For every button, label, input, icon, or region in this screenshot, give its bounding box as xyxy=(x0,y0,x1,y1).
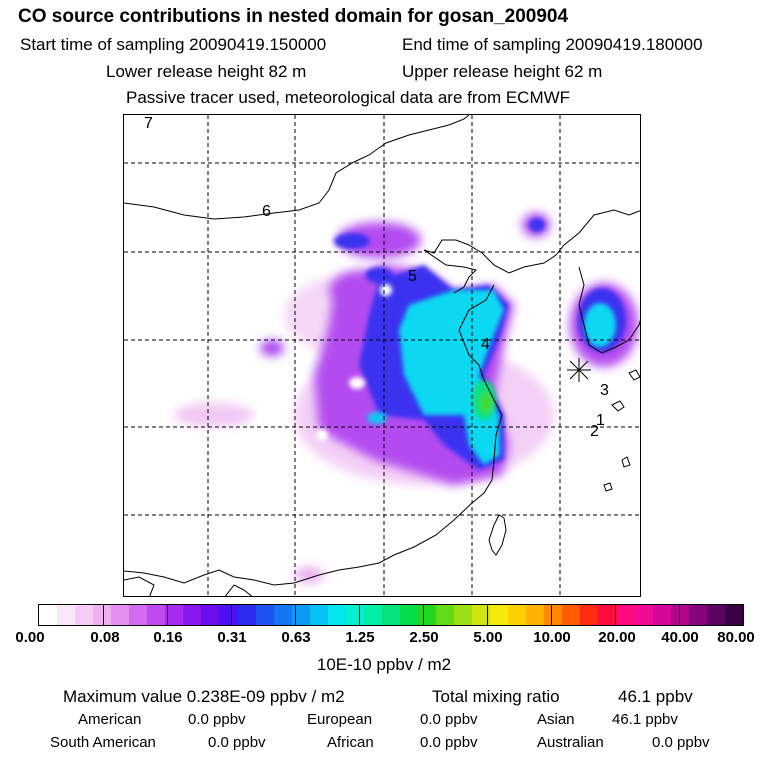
colorbar-swatch xyxy=(724,605,743,625)
total-mixing-value: 46.1 ppbv xyxy=(618,687,693,706)
region-value-asian: 46.1 ppbv xyxy=(612,711,678,728)
trajectory-marker-6: 6 xyxy=(262,203,271,220)
region-name-asian: Asian xyxy=(537,711,575,728)
region-value-american: 0.0 ppbv xyxy=(188,711,246,728)
colorbar-tick-label: 0.16 xyxy=(153,629,183,646)
trajectory-marker-1: 1 xyxy=(596,412,605,429)
upper-release-label: Upper release height 62 m xyxy=(402,62,603,81)
colorbar-tick-label: 5.00 xyxy=(473,629,503,646)
trajectory-marker-4: 4 xyxy=(481,336,490,353)
maximum-value-label: Maximum value 0.238E-09 ppbv / m2 xyxy=(63,687,345,706)
receptor-marker xyxy=(567,358,591,382)
colorbar-swatch xyxy=(93,605,112,625)
colorbar-separator xyxy=(359,605,360,625)
region-value-european: 0.0 ppbv xyxy=(420,711,478,728)
map-plot-area: 4 5 6 7 3 1 2 xyxy=(123,114,641,597)
total-mixing-label: Total mixing ratio xyxy=(432,687,560,706)
tracer-note: Passive tracer used, meteorological data… xyxy=(126,88,571,107)
region-name-american: American xyxy=(78,711,142,728)
chart-title: CO source contributions in nested domain… xyxy=(18,6,569,27)
trajectory-marker-5: 5 xyxy=(408,268,417,285)
colorbar xyxy=(38,604,744,626)
colorbar-swatch xyxy=(147,605,166,625)
colorbar-swatch xyxy=(652,605,671,625)
colorbar-tick-label: 10.00 xyxy=(533,629,571,646)
colorbar-swatch xyxy=(237,605,256,625)
colorbar-swatch xyxy=(129,605,148,625)
colorbar-separator xyxy=(103,605,104,625)
colorbar-swatch xyxy=(490,605,509,625)
colorbar-swatch xyxy=(165,605,184,625)
field-green xyxy=(472,380,496,420)
region-name-south-american: South American xyxy=(50,734,156,751)
colorbar-swatch xyxy=(436,605,455,625)
colorbar-swatch xyxy=(75,605,94,625)
colorbar-swatch xyxy=(634,605,653,625)
colorbar-tick-label: 0.00 xyxy=(15,629,45,646)
colorbar-swatch xyxy=(598,605,617,625)
colorbar-swatch xyxy=(508,605,527,625)
region-value-australian: 0.0 ppbv xyxy=(652,734,710,751)
colorbar-separator xyxy=(551,605,552,625)
colorbar-separator xyxy=(487,605,488,625)
trajectory-marker-7: 7 xyxy=(144,115,153,132)
region-name-australian: Australian xyxy=(537,734,604,751)
trajectory-marker-2: 2 xyxy=(590,423,599,440)
colorbar-tick-label: 0.63 xyxy=(281,629,311,646)
colorbar-swatch xyxy=(345,605,364,625)
colorbar-swatch xyxy=(580,605,599,625)
colorbar-swatch xyxy=(688,605,707,625)
colorbar-swatch xyxy=(544,605,563,625)
colorbar-swatch xyxy=(454,605,473,625)
start-time-label: Start time of sampling 20090419.150000 xyxy=(20,35,327,54)
colorbar-tick-label: 0.08 xyxy=(90,629,120,646)
end-time-label: End time of sampling 20090419.180000 xyxy=(402,35,703,54)
colorbar-swatch xyxy=(381,605,400,625)
colorbar-separator xyxy=(167,605,168,625)
colorbar-swatch xyxy=(57,605,76,625)
colorbar-swatch xyxy=(616,605,635,625)
colorbar-swatch xyxy=(562,605,581,625)
colorbar-tick-label: 1.25 xyxy=(345,629,375,646)
region-name-african: African xyxy=(327,734,374,751)
colorbar-swatch xyxy=(273,605,292,625)
colorbar-swatch xyxy=(309,605,328,625)
colorbar-separator xyxy=(423,605,424,625)
colorbar-swatch xyxy=(706,605,725,625)
colorbar-tick-label: 0.31 xyxy=(217,629,247,646)
colorbar-swatch xyxy=(39,605,58,625)
colorbar-swatch xyxy=(255,605,274,625)
colorbar-tick-label: 40.00 xyxy=(661,629,699,646)
lower-release-label: Lower release height 82 m xyxy=(106,62,307,81)
colorbar-tick-label: 80.00 xyxy=(717,629,755,646)
colorbar-swatch xyxy=(472,605,491,625)
colorbar-swatch xyxy=(526,605,545,625)
coastlines xyxy=(124,115,640,596)
colorbar-units: 10E-10 ppbv / m2 xyxy=(316,655,452,674)
colorbar-separator xyxy=(679,605,680,625)
trajectory-marker-3: 3 xyxy=(600,382,609,399)
colorbar-separator xyxy=(231,605,232,625)
colorbar-swatch xyxy=(111,605,130,625)
colorbar-separator xyxy=(295,605,296,625)
colorbar-separator xyxy=(615,605,616,625)
colorbar-tick-label: 20.00 xyxy=(598,629,636,646)
colorbar-swatch xyxy=(183,605,202,625)
colorbar-swatch xyxy=(363,605,382,625)
field-cyan xyxy=(367,290,616,465)
map-svg xyxy=(124,115,640,596)
colorbar-swatch xyxy=(327,605,346,625)
colorbar-swatch xyxy=(291,605,310,625)
colorbar-swatch xyxy=(399,605,418,625)
region-value-african: 0.0 ppbv xyxy=(420,734,478,751)
colorbar-swatch xyxy=(417,605,437,625)
colorbar-swatch xyxy=(201,605,220,625)
colorbar-tick-label: 2.50 xyxy=(409,629,439,646)
region-value-south-american: 0.0 ppbv xyxy=(208,734,266,751)
region-name-european: European xyxy=(307,711,373,728)
map-grid xyxy=(124,115,640,596)
colorbar-swatch xyxy=(219,605,238,625)
field-holes xyxy=(316,284,392,441)
